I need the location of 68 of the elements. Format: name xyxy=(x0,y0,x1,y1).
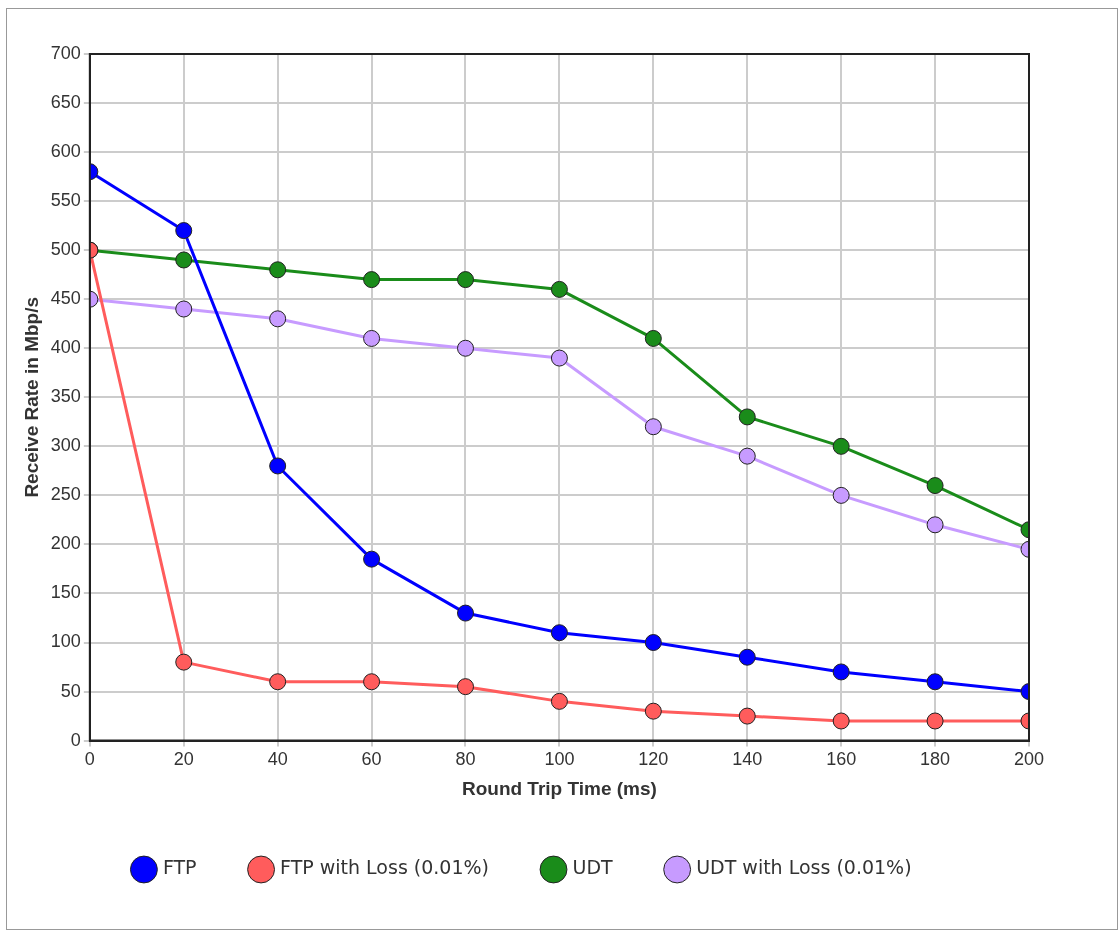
x-tick-label: 200 xyxy=(1013,749,1045,770)
point xyxy=(832,712,850,730)
legend-label: FTP xyxy=(162,856,197,879)
y-tick-label: 650 xyxy=(50,92,81,113)
legend-label: FTP with Loss (0.01%) xyxy=(280,856,490,879)
y-tick-label: 100 xyxy=(50,631,81,652)
x-tick-label: 0 xyxy=(84,749,95,770)
y-tick-label: 300 xyxy=(50,435,81,456)
point xyxy=(926,712,944,730)
point xyxy=(926,516,944,534)
point xyxy=(269,457,287,475)
point xyxy=(926,477,944,495)
point xyxy=(550,692,568,710)
x-tick-label: 40 xyxy=(267,749,288,770)
point xyxy=(363,550,381,568)
point xyxy=(550,349,568,367)
point xyxy=(457,271,474,289)
point xyxy=(926,673,944,691)
x-axis-title: Round Trip Time (ms) xyxy=(461,777,657,799)
point xyxy=(457,678,474,696)
point xyxy=(738,408,756,426)
point xyxy=(457,604,474,622)
point xyxy=(550,624,568,642)
point xyxy=(269,673,287,691)
y-tick-label: 250 xyxy=(50,484,81,505)
y-tick-label: 400 xyxy=(50,337,81,358)
y-tick-label: 350 xyxy=(50,386,81,407)
point xyxy=(363,673,381,691)
y-tick-label: 200 xyxy=(50,533,81,554)
point xyxy=(550,280,568,298)
y-tick-label: 550 xyxy=(50,190,81,211)
y-tick-label: 0 xyxy=(70,729,81,750)
x-tick-label: 120 xyxy=(638,749,669,770)
point xyxy=(175,300,193,318)
x-tick-label: 160 xyxy=(826,749,857,770)
x-tick-label: 140 xyxy=(732,749,763,770)
point xyxy=(363,271,381,289)
point xyxy=(363,329,381,347)
point xyxy=(457,339,474,357)
y-tick-label: 500 xyxy=(50,239,81,260)
x-tick-label: 20 xyxy=(173,749,194,770)
point xyxy=(738,648,756,666)
point xyxy=(738,447,756,465)
point xyxy=(175,251,193,269)
legend-label: UDT with Loss (0.01%) xyxy=(696,856,912,879)
y-tick-label: 50 xyxy=(60,680,81,701)
point xyxy=(738,707,756,725)
legend-label: UDT xyxy=(572,856,614,879)
y-axis-title: Receive Rate in Mbp/s xyxy=(20,296,42,498)
point xyxy=(175,653,193,671)
point xyxy=(644,634,662,652)
point xyxy=(832,486,850,504)
point xyxy=(644,329,662,347)
y-tick-label: 700 xyxy=(50,42,81,63)
point xyxy=(644,418,662,436)
x-tick-label: 80 xyxy=(455,749,476,770)
point xyxy=(175,222,193,240)
x-tick-label: 100 xyxy=(544,749,575,770)
point xyxy=(832,663,850,681)
point xyxy=(269,310,287,328)
point xyxy=(832,437,850,455)
x-tick-label: 180 xyxy=(920,749,951,770)
point xyxy=(644,702,662,720)
point xyxy=(269,261,287,279)
y-tick-label: 150 xyxy=(50,582,81,603)
y-tick-label: 600 xyxy=(50,141,81,162)
x-tick-label: 60 xyxy=(361,749,382,770)
y-tick-label: 450 xyxy=(50,288,81,309)
